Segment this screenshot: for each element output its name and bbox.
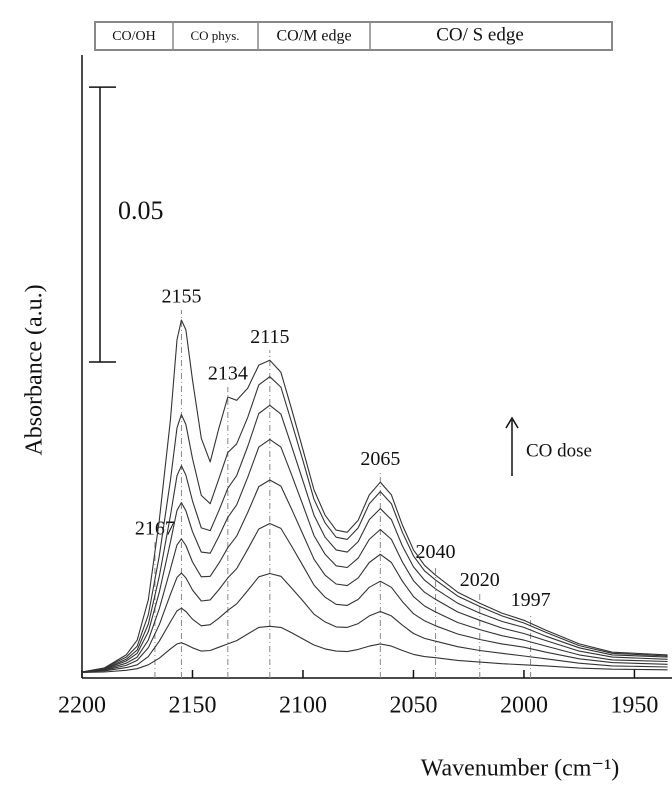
peak-label: 2065 bbox=[360, 448, 400, 470]
spectrum-line bbox=[81, 404, 668, 673]
x-tick-label: 2000 bbox=[500, 693, 548, 719]
peak-label: 1997 bbox=[511, 589, 551, 611]
scale-bar-label: 0.05 bbox=[118, 196, 164, 225]
region-label: CO/ S edge bbox=[436, 24, 524, 45]
y-axis-label: Absorbance (a.u.) bbox=[22, 284, 48, 455]
spectrum-line bbox=[81, 479, 668, 673]
peak-label: 2040 bbox=[416, 541, 456, 563]
x-tick-label: 1950 bbox=[610, 693, 658, 719]
x-tick-label: 2100 bbox=[279, 693, 327, 719]
spectrum-line bbox=[81, 376, 668, 673]
region-label: CO phys. bbox=[190, 28, 239, 43]
peak-label: 2020 bbox=[460, 569, 500, 591]
spectrum-line bbox=[81, 438, 668, 673]
peak-label: 2115 bbox=[250, 326, 289, 348]
header-box bbox=[94, 21, 613, 51]
peak-label: 2167 bbox=[135, 518, 175, 540]
spectrum-line bbox=[81, 572, 668, 674]
x-tick-label: 2150 bbox=[168, 693, 216, 719]
dose-annotation: CO dose bbox=[526, 440, 592, 461]
spectrum-line bbox=[81, 522, 668, 674]
dose-arrow-head bbox=[505, 416, 519, 429]
peak-label: 2155 bbox=[161, 286, 201, 308]
x-tick-label: 2050 bbox=[389, 693, 437, 719]
spectrum-line bbox=[81, 625, 668, 674]
x-tick-label: 2200 bbox=[58, 693, 106, 719]
region-label: CO/M edge bbox=[276, 28, 351, 45]
region-label: CO/OH bbox=[112, 29, 156, 44]
spectrum-line bbox=[81, 319, 668, 673]
x-axis-label: Wavenumber (cm⁻¹) bbox=[421, 756, 620, 782]
region-header: CO/OH CO phys. CO/M edge CO/ S edge bbox=[94, 21, 613, 51]
peak-label: 2134 bbox=[208, 363, 248, 385]
